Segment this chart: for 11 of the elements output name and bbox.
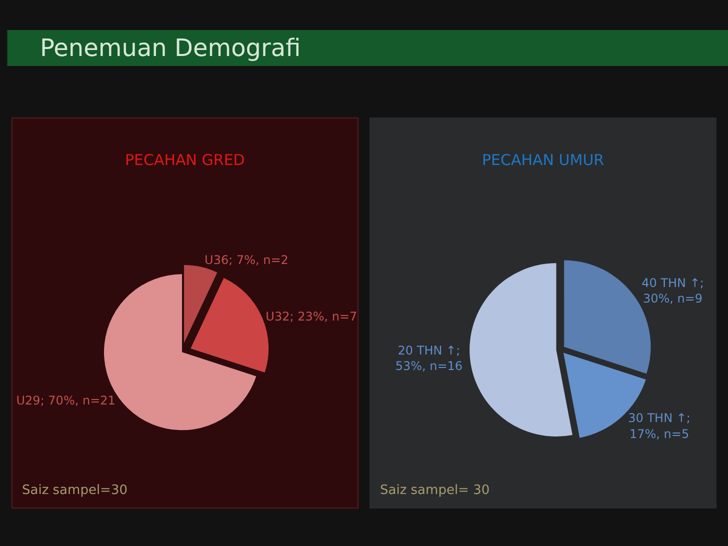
text: Penemuan Demografi — [40, 34, 301, 62]
slice-label: 30 THN ↑; 17%, n=5 — [628, 411, 690, 441]
text: Saiz sampel= 30 — [380, 483, 490, 498]
slice-label: 20 THN ↑; 53%, n=16 — [395, 343, 463, 373]
slice-label: 40 THN ↑; 30%, n=9 — [642, 276, 704, 306]
slice-label: U36; 7%, n=2 — [204, 253, 288, 268]
slice-label: U32; 23%, n=7 — [266, 309, 358, 324]
slice-label: U29; 70%, n=21 — [16, 393, 116, 408]
chart-title: PECAHAN UMUR — [482, 151, 604, 169]
chart-title: PECAHAN GRED — [125, 151, 245, 169]
text: Saiz sampel=30 — [22, 483, 128, 498]
